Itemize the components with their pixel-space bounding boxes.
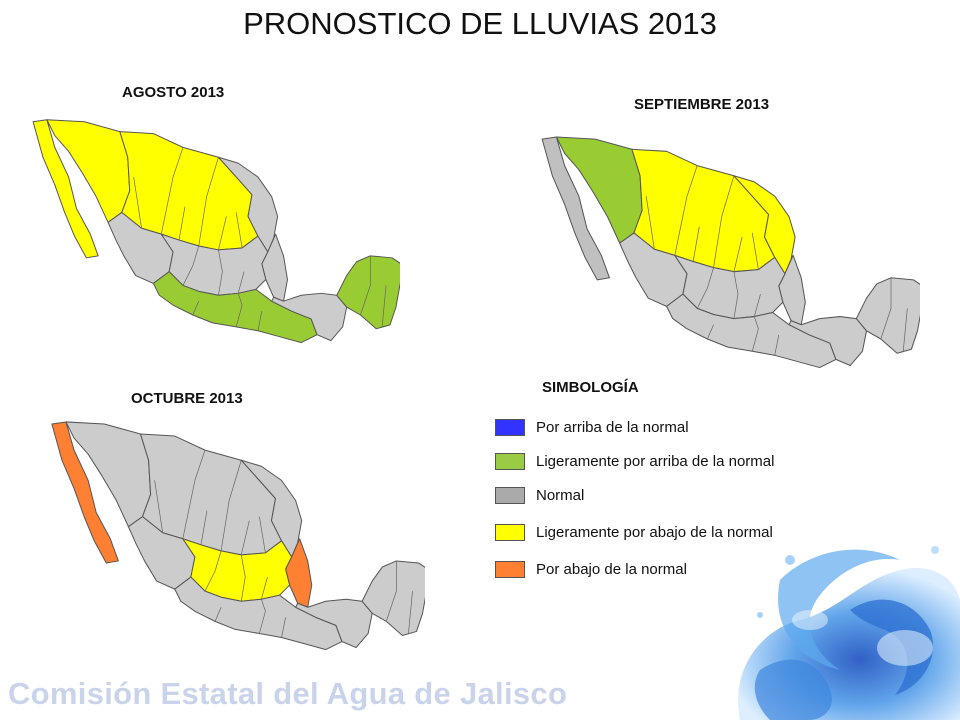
state-border — [360, 255, 371, 316]
state-border — [160, 147, 184, 235]
legend-swatch — [495, 486, 525, 504]
page-title: PRONOSTICO DE LLUVIAS 2013 — [243, 6, 717, 41]
state-border — [192, 301, 200, 316]
state-border — [733, 236, 743, 272]
state-border — [240, 554, 246, 602]
legend-label: Ligeramente por abajo de la normal — [536, 523, 773, 541]
legend-swatch — [495, 452, 525, 470]
region-baja — [51, 421, 119, 564]
state-border — [385, 560, 397, 622]
legend-item-above-normal: Por arriba de la normal — [495, 416, 689, 438]
state-border — [733, 271, 739, 319]
map-septiembre — [541, 136, 920, 369]
state-border — [674, 165, 698, 256]
legend-label: Ligeramente por arriba de la normal — [536, 452, 775, 470]
map-label-agosto: AGOSTO 2013 — [122, 84, 225, 101]
state-border — [218, 216, 227, 251]
state-border — [257, 310, 263, 331]
state-border — [645, 196, 655, 250]
state-border — [220, 460, 242, 551]
state-border — [182, 450, 206, 539]
state-border — [182, 245, 200, 286]
legend-swatch — [495, 523, 525, 541]
state-border — [235, 293, 243, 327]
legend-item-slightly-below-normal: Ligeramente por abajo de la normal — [495, 521, 773, 543]
map-label-octubre: OCTUBRE 2013 — [131, 390, 243, 407]
region-isthmus — [295, 598, 373, 649]
state-border — [133, 176, 142, 229]
region-yucatan — [361, 560, 425, 636]
water-splash-graphic — [738, 546, 960, 720]
state-border — [281, 617, 286, 638]
state-border — [200, 510, 208, 545]
legend-swatch — [495, 418, 525, 436]
state-border — [880, 277, 892, 340]
map-octubre — [51, 421, 425, 651]
state-border — [753, 294, 761, 317]
state-border — [204, 550, 222, 592]
state-border — [178, 206, 186, 241]
state-border — [259, 599, 266, 634]
state-border — [381, 285, 387, 327]
legend-item-normal: Normal — [495, 484, 584, 506]
map-agosto — [32, 119, 400, 344]
state-border — [261, 576, 268, 600]
state-border — [902, 308, 908, 352]
legend-label: Por arriba de la normal — [536, 418, 689, 436]
state-border — [751, 316, 759, 352]
state-border — [240, 520, 250, 555]
state-border — [751, 232, 759, 270]
legend-title: SIMBOLOGÍA — [542, 379, 639, 396]
state-border — [692, 226, 700, 262]
legend-item-below-normal: Por abajo de la normal — [495, 558, 687, 580]
region-isthmus — [271, 292, 348, 342]
region-yucatan — [336, 255, 400, 330]
state-border — [707, 324, 714, 340]
state-border — [218, 249, 223, 296]
state-border — [696, 267, 714, 309]
region-isthmus — [788, 316, 868, 367]
legend-swatch — [495, 560, 525, 578]
region-baja — [32, 119, 99, 259]
state-border — [237, 271, 245, 294]
state-border — [713, 175, 735, 268]
state-border — [235, 212, 243, 249]
region-yucatan — [855, 277, 920, 354]
state-border — [259, 516, 266, 553]
legend-item-slightly-above-normal: Ligeramente por arriba de la normal — [495, 450, 774, 472]
legend-label: Normal — [536, 486, 585, 504]
state-border — [198, 157, 219, 247]
state-border — [774, 334, 780, 356]
legend-label: Por abajo de la normal — [536, 560, 687, 578]
state-border — [408, 591, 413, 634]
map-label-septiembre: SEPTIEMBRE 2013 — [634, 96, 770, 113]
region-baja — [541, 136, 610, 281]
state-border — [214, 607, 222, 622]
state-border — [154, 480, 164, 533]
footer-agency-name: Comisión Estatal del Agua de Jalisco — [8, 676, 568, 711]
